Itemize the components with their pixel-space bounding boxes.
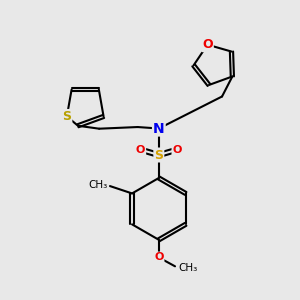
Text: O: O <box>172 145 182 155</box>
Text: O: O <box>202 38 213 51</box>
Text: CH₃: CH₃ <box>178 263 198 273</box>
Text: S: S <box>154 148 163 161</box>
Text: N: N <box>153 122 165 136</box>
Text: O: O <box>154 253 164 262</box>
Text: S: S <box>62 110 71 123</box>
Text: O: O <box>136 145 145 155</box>
Text: CH₃: CH₃ <box>88 180 108 190</box>
